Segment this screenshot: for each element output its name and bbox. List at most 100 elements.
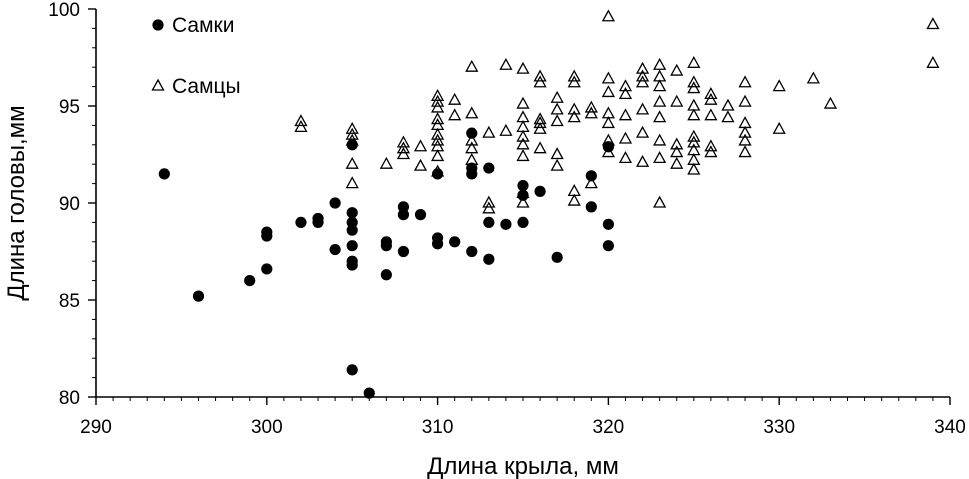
point-male xyxy=(704,92,718,105)
point-male xyxy=(550,158,564,171)
point-male xyxy=(345,133,359,146)
point-male xyxy=(431,139,445,152)
point-male xyxy=(396,147,411,160)
x-tick-label: 320 xyxy=(593,417,625,438)
point-female xyxy=(466,127,478,139)
point-male xyxy=(431,94,445,107)
point-male xyxy=(533,75,547,88)
point-female xyxy=(329,197,341,209)
point-female xyxy=(346,216,358,228)
point-male xyxy=(396,135,411,148)
point-male xyxy=(413,139,428,152)
point-male xyxy=(431,88,445,101)
point-male xyxy=(465,59,479,72)
point-female xyxy=(158,168,170,180)
point-female xyxy=(602,218,615,230)
point-male xyxy=(635,102,650,115)
point-male xyxy=(670,94,684,107)
point-male xyxy=(687,162,701,175)
x-tick-label: 300 xyxy=(251,417,283,438)
point-male xyxy=(396,141,411,154)
x-tick-label: 290 xyxy=(80,417,112,438)
point-male xyxy=(738,133,752,146)
point-male xyxy=(635,69,650,82)
point-male xyxy=(653,94,667,107)
point-male xyxy=(516,110,530,123)
point-female xyxy=(346,255,358,267)
legend-label-males: Самцы xyxy=(172,75,241,98)
legend-label-females: Самки xyxy=(172,14,234,37)
point-male xyxy=(738,145,752,158)
point-male xyxy=(516,137,530,150)
point-female xyxy=(346,364,358,376)
point-female xyxy=(466,162,478,174)
point-male xyxy=(653,195,667,208)
point-male xyxy=(635,154,650,167)
y-tick-label: 80 xyxy=(59,388,80,409)
point-male xyxy=(687,135,701,148)
point-male xyxy=(653,151,667,164)
point-male xyxy=(294,119,308,132)
point-male xyxy=(687,55,701,68)
point-male xyxy=(670,137,684,150)
point-female xyxy=(534,185,546,197)
point-female xyxy=(397,245,410,258)
point-female xyxy=(397,209,410,221)
point-female xyxy=(295,216,307,228)
point-female xyxy=(346,224,358,236)
point-female xyxy=(329,243,341,256)
point-male xyxy=(738,125,752,138)
point-male xyxy=(635,75,650,88)
point-female xyxy=(585,170,597,182)
point-male xyxy=(516,119,530,132)
point-male xyxy=(772,79,786,92)
point-male xyxy=(567,110,581,123)
point-female xyxy=(363,387,375,399)
point-male xyxy=(533,141,547,154)
point-male xyxy=(601,116,615,129)
point-male xyxy=(687,152,701,165)
point-female xyxy=(483,216,495,228)
point-male xyxy=(448,92,462,105)
y-tick-label: 95 xyxy=(59,97,80,118)
point-female xyxy=(346,240,358,252)
point-female xyxy=(466,245,478,258)
point-male xyxy=(516,129,530,142)
point-male xyxy=(806,71,820,84)
point-male xyxy=(704,108,718,121)
point-male xyxy=(584,100,598,113)
point-male xyxy=(635,61,650,74)
y-tick-label: 100 xyxy=(48,0,80,21)
point-male xyxy=(516,195,530,208)
y-tick-label: 85 xyxy=(59,291,80,312)
point-male xyxy=(601,9,615,22)
point-male xyxy=(823,96,838,109)
point-male xyxy=(584,176,598,189)
x-axis-title: Длина крыла, мм xyxy=(427,453,619,479)
point-male xyxy=(431,133,445,146)
legend-marker-males xyxy=(151,78,165,91)
point-male xyxy=(721,98,735,111)
point-male xyxy=(618,131,633,144)
point-male xyxy=(345,156,359,169)
point-male xyxy=(653,69,667,82)
point-male xyxy=(465,152,479,165)
point-female xyxy=(346,207,358,219)
point-male xyxy=(482,195,496,208)
point-male xyxy=(413,158,428,171)
point-male xyxy=(926,55,940,68)
point-male xyxy=(738,75,752,88)
point-female xyxy=(483,253,495,265)
point-male xyxy=(465,133,479,146)
point-male xyxy=(653,57,667,70)
legend-item-males: Самцы xyxy=(151,75,241,98)
point-male xyxy=(533,116,547,129)
point-female xyxy=(397,201,410,213)
point-male xyxy=(345,127,359,140)
point-male xyxy=(431,127,445,140)
point-female xyxy=(192,290,205,302)
point-male xyxy=(516,96,530,109)
point-female xyxy=(517,179,529,192)
point-male xyxy=(533,112,547,125)
point-male xyxy=(533,69,547,82)
